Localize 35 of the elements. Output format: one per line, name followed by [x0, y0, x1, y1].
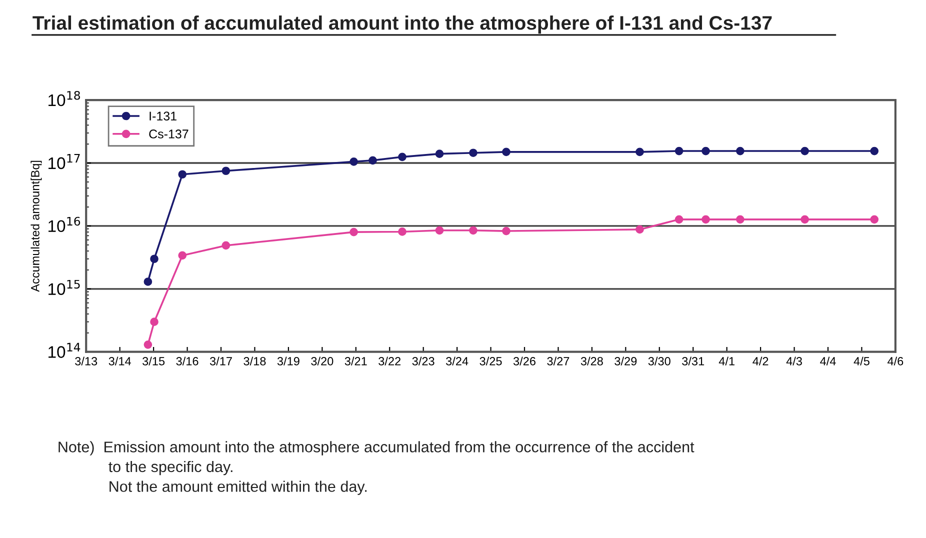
- x-tick-label: 3/28: [580, 356, 603, 366]
- chart-title: Trial estimation of accumulated amount into the atmosphere of I-131 and Cs-137: [32, 16, 772, 34]
- x-tick-label: 3/14: [108, 356, 131, 366]
- text: Note) Emission amount into the atmosphere accumulated from the occurrence of the accident to the specific day. Not the amount emitted within the day.: [58, 441, 694, 495]
- x-tick-label: 3/31: [682, 356, 704, 366]
- y-tick-label: 10$^{16}$: [48, 216, 80, 232]
- legend-label: Cs-137: [149, 130, 188, 138]
- x-tick-label: 3/19: [277, 356, 300, 366]
- y-tick-label: 10$^{15}$: [48, 280, 80, 295]
- y-tick-label: 10$^{17}$: [48, 154, 80, 170]
- x-tick-label: 3/17: [210, 356, 232, 366]
- y-tick-label: 10$^{14}$: [48, 342, 80, 358]
- x-tick-label: 3/23: [412, 356, 434, 366]
- x-tick-label: 3/30: [648, 356, 670, 366]
- x-tick-label: 3/22: [378, 356, 401, 366]
- x-tick-label: 3/13: [75, 356, 98, 366]
- x-tick-label: 3/18: [244, 356, 266, 366]
- x-tick-label: 3/26: [513, 356, 536, 366]
- legend-label: I-131: [150, 112, 176, 120]
- x-tick-label: 3/27: [547, 356, 570, 366]
- x-tick-label: 3/24: [446, 356, 468, 366]
- x-tick-label: 4/2: [752, 356, 768, 366]
- y-tick-label: 10$^{18}$: [48, 90, 80, 106]
- y-axis-title: Accumulated amount[Bq]: [30, 160, 42, 292]
- x-tick-label: 3/15: [142, 356, 165, 366]
- x-tick-label: 4/3: [786, 356, 802, 366]
- x-tick-label: 4/5: [854, 356, 870, 366]
- x-tick-label: 3/21: [344, 356, 367, 366]
- x-tick-label: 4/1: [718, 356, 734, 366]
- x-tick-label: 4/4: [820, 356, 836, 366]
- x-tick-label: 3/29: [614, 356, 637, 366]
- x-tick-label: 3/16: [176, 356, 198, 366]
- x-tick-label: 3/20: [311, 356, 334, 366]
- x-tick-label: 3/25: [480, 356, 502, 366]
- x-tick-label: 4/6: [888, 356, 904, 366]
